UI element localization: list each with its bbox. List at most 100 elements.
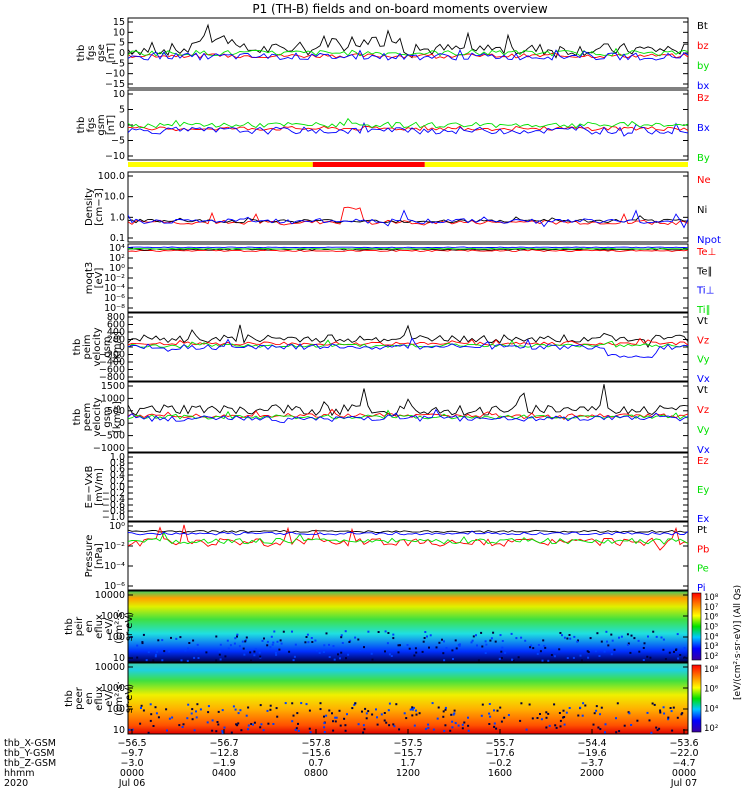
spectrogram-cell xyxy=(438,641,441,644)
spectrogram-cell xyxy=(211,719,214,722)
y-tick-label: 0.1 xyxy=(110,233,125,244)
spectrogram-cell xyxy=(388,724,391,727)
spectrogram-cell xyxy=(627,642,630,645)
colorbar xyxy=(691,664,702,733)
spectrogram-cell xyxy=(467,716,469,719)
legend-tix: Ti⊥ xyxy=(696,286,714,297)
spectrogram-cell xyxy=(529,646,532,649)
spectrogram-cell xyxy=(515,637,518,640)
colorbar-tick-label: 10⁴ xyxy=(704,704,719,714)
spectrogram-cell xyxy=(451,649,454,652)
y-tick-label: −10 xyxy=(105,69,125,80)
x-tick-value: −0.2 xyxy=(488,758,511,769)
spectrogram-cell xyxy=(485,643,488,646)
spectrogram-cell xyxy=(452,713,455,716)
spectrogram-cell xyxy=(463,721,466,724)
spectrogram-cell xyxy=(218,650,221,653)
spectrogram-cell xyxy=(650,731,653,734)
spectrogram-cell xyxy=(253,721,256,724)
colorbar-label: [eV/(cm²·s·sr·eV)] (All Qs) xyxy=(733,585,743,700)
spectrogram-cell xyxy=(145,659,148,662)
spectrogram-cell xyxy=(221,731,224,734)
y-tick-label: 10⁻⁶ xyxy=(104,293,125,304)
spectrogram-cell xyxy=(149,719,152,722)
spectrogram-cell xyxy=(247,724,250,727)
spectrogram-cell xyxy=(271,643,274,646)
y-tick-label: 10⁻⁴ xyxy=(104,561,125,572)
plot-frame xyxy=(127,662,689,735)
spectrogram-cell xyxy=(629,651,632,654)
colorbar-tick-label: 10⁸ xyxy=(704,593,719,603)
spectrogram-cell xyxy=(476,644,478,647)
spectrogram-cell xyxy=(623,724,626,727)
spectrogram-cell xyxy=(493,722,496,725)
spectrogram-cell xyxy=(279,639,282,642)
spectrogram-cell xyxy=(136,656,139,659)
panel-fgs_gsm: 10 5 0 −5 −10 thb fgs gsm [nT] Bz Bx By xyxy=(76,89,710,164)
spectrogram-cell xyxy=(142,633,145,636)
spectrogram-cell xyxy=(154,706,157,709)
legend-vy: Vy xyxy=(697,355,710,366)
spectrogram-cell xyxy=(676,716,679,719)
y-tick-label: 600 xyxy=(107,320,125,331)
y-axis-label: [mV/m] xyxy=(94,468,105,506)
x-tick-value: −12.8 xyxy=(209,748,238,759)
y-tick-label: 800 xyxy=(107,312,125,323)
y-tick-label: 10.0 xyxy=(104,192,125,203)
y-tick-label: 1000 xyxy=(101,393,125,404)
spectrogram-cell xyxy=(454,722,457,725)
spectrogram-cell xyxy=(408,647,411,650)
spectrogram-cell xyxy=(193,729,196,732)
panel-peer_spectrogram: 10000 1000 100 10 thb peer en eflux eV/(cm²·s· sr… xyxy=(64,662,719,736)
spectrogram-cell xyxy=(457,724,460,727)
spectrogram-cell xyxy=(580,659,583,662)
spectrogram-cell xyxy=(310,637,313,639)
spectrogram-cell xyxy=(646,655,649,658)
spectrogram-cell xyxy=(244,640,247,643)
spectrogram-cell xyxy=(140,704,143,707)
spectrogram-cell xyxy=(503,716,506,719)
spectrogram-cell xyxy=(136,644,139,647)
spectrogram-cell xyxy=(149,703,152,706)
spectrogram-cell xyxy=(431,702,434,705)
spectrogram-cell xyxy=(545,716,548,719)
spectrogram-cell xyxy=(252,723,254,726)
spectrogram-cell xyxy=(187,647,189,650)
spectrogram-cell xyxy=(540,718,543,721)
spectrogram-cell xyxy=(308,727,311,730)
spectrogram-cell xyxy=(610,633,613,636)
spectrogram-cell xyxy=(453,709,456,712)
spectrogram-cell xyxy=(681,712,684,715)
colorbar-tick-label: 10⁶ xyxy=(704,613,719,623)
y-axis-label: [km/s] xyxy=(112,401,123,433)
spectrogram-cell xyxy=(452,658,454,660)
y-tick-label: −10 xyxy=(105,151,125,162)
spectrogram-cell xyxy=(260,723,263,726)
spectrogram-cell xyxy=(488,703,491,705)
spectrogram-cell xyxy=(199,708,202,711)
spectrogram-cell xyxy=(233,642,236,645)
spectrogram-cell xyxy=(397,644,400,647)
spectrogram-cell xyxy=(186,717,189,720)
spectrogram-cell xyxy=(413,724,416,727)
spectrogram-cell xyxy=(161,639,164,642)
spectrogram-cell xyxy=(180,659,183,662)
spectrogram-cell xyxy=(179,636,182,639)
y-axis-label: peir xyxy=(74,616,85,636)
spectrogram-cell xyxy=(563,723,566,726)
spectrogram-cell xyxy=(443,729,446,732)
spectrogram-cell xyxy=(363,646,365,649)
spectrogram-cell xyxy=(306,633,309,636)
colorbar-tick-label: 10⁴ xyxy=(704,632,719,642)
y-axis-label: gse xyxy=(96,44,107,62)
spectrogram-cell xyxy=(500,657,503,659)
spectrogram-cell xyxy=(568,707,571,709)
spectrogram-cell xyxy=(291,630,293,633)
spectrogram-cell xyxy=(597,726,600,729)
plot-frame xyxy=(127,17,689,89)
spectrogram-cell xyxy=(377,631,380,633)
spectrogram-cell xyxy=(677,657,680,660)
spectrogram-cell xyxy=(545,711,548,714)
